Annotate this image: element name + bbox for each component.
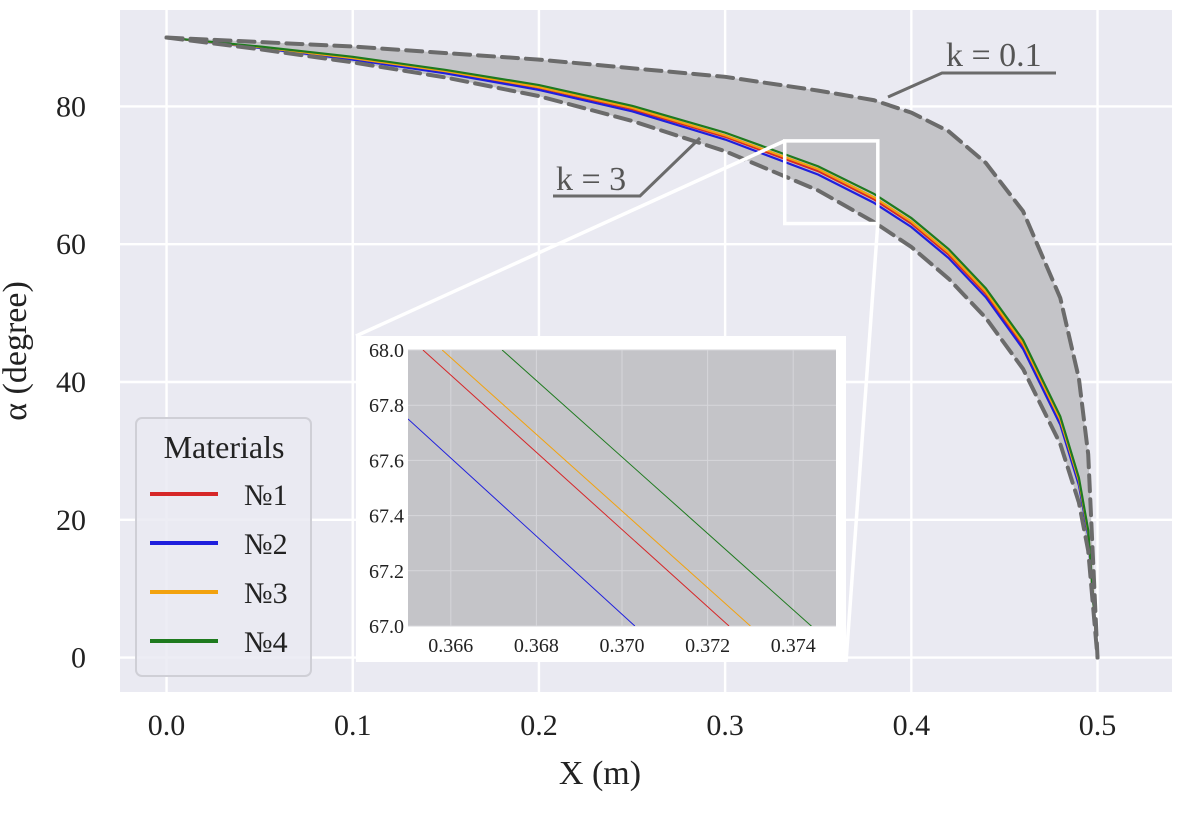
y-tick-label: 60 <box>56 228 86 261</box>
inset-x-tick-label: 0.374 <box>771 635 816 657</box>
inset-series-line-no-4 <box>501 350 813 626</box>
x-tick-label: 0.2 <box>520 709 558 742</box>
legend-label-no-2: №2 <box>244 528 288 561</box>
inset-x-tick-label: 0.370 <box>600 635 645 657</box>
y-tick-label: 80 <box>56 90 86 123</box>
inset-series-line-no-3 <box>441 350 751 626</box>
y-axis-label: α (degree) <box>0 281 34 421</box>
annotation-label: k = 3 <box>556 161 626 198</box>
inset-series-line-no-1 <box>422 350 730 626</box>
inset-series <box>408 350 813 626</box>
y-tick-label: 40 <box>56 366 86 399</box>
inset-y-tick-label: 67.0 <box>369 616 404 638</box>
x-tick-label: 0.4 <box>893 709 931 742</box>
y-tick-labels: 0 20 40 60 80 <box>56 90 86 674</box>
annotation-label: k = 0.1 <box>946 37 1042 74</box>
annotation-leader <box>887 71 1056 99</box>
series-lines <box>166 36 1099 658</box>
series-line-no-4 <box>166 36 1099 658</box>
legend-box <box>135 417 312 677</box>
annotation-leader <box>553 136 702 198</box>
series-line-no-2 <box>166 36 1099 658</box>
y-tick-label: 20 <box>56 504 86 537</box>
x-tick-label: 0.5 <box>1079 709 1117 742</box>
x-tick-label: 0.0 <box>148 709 186 742</box>
zoom-box <box>782 139 880 226</box>
inset-y-tick-label: 68.0 <box>369 340 404 362</box>
zoom-indicator <box>355 139 880 663</box>
y-tick-label: 0 <box>71 642 86 675</box>
zoom-connector <box>355 139 786 338</box>
inset-y-tick-label: 67.2 <box>369 561 404 583</box>
inset-x-tick-label: 0.366 <box>428 635 473 657</box>
inset-y-tick-label: 67.6 <box>369 450 404 472</box>
x-tick-label: 0.3 <box>706 709 744 742</box>
zoom-connector <box>844 223 880 663</box>
x-axis-label: X (m) <box>559 755 641 792</box>
inset-y-tick-label: 67.8 <box>369 395 404 417</box>
legend: Materials №1 №2 №3 №4 <box>135 417 312 677</box>
legend-label-no-1: №1 <box>244 479 288 512</box>
inset-series-line-no-2 <box>408 418 636 626</box>
bound-line-k-0-1 <box>164 35 1100 660</box>
legend-title: Materials <box>164 429 285 465</box>
legend-label-no-4: №4 <box>244 626 288 659</box>
x-tick-label: 0.1 <box>334 709 372 742</box>
inset-x-tick-label: 0.372 <box>685 635 730 657</box>
legend-label-no-3: №3 <box>244 577 288 610</box>
inset-x-tick-label: 0.368 <box>514 635 559 657</box>
annotations: k = 0.1 k = 3 <box>553 37 1056 198</box>
inset-y-tick-label: 67.4 <box>369 506 404 528</box>
inset: 0.366 0.368 0.370 0.372 0.374 67.0 67.2 67.4 67.… <box>356 336 846 662</box>
x-tick-labels: 0.0 0.1 0.2 0.3 0.4 0.5 <box>148 709 1116 742</box>
